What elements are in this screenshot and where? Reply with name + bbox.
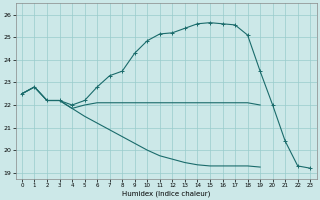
X-axis label: Humidex (Indice chaleur): Humidex (Indice chaleur) bbox=[122, 190, 210, 197]
